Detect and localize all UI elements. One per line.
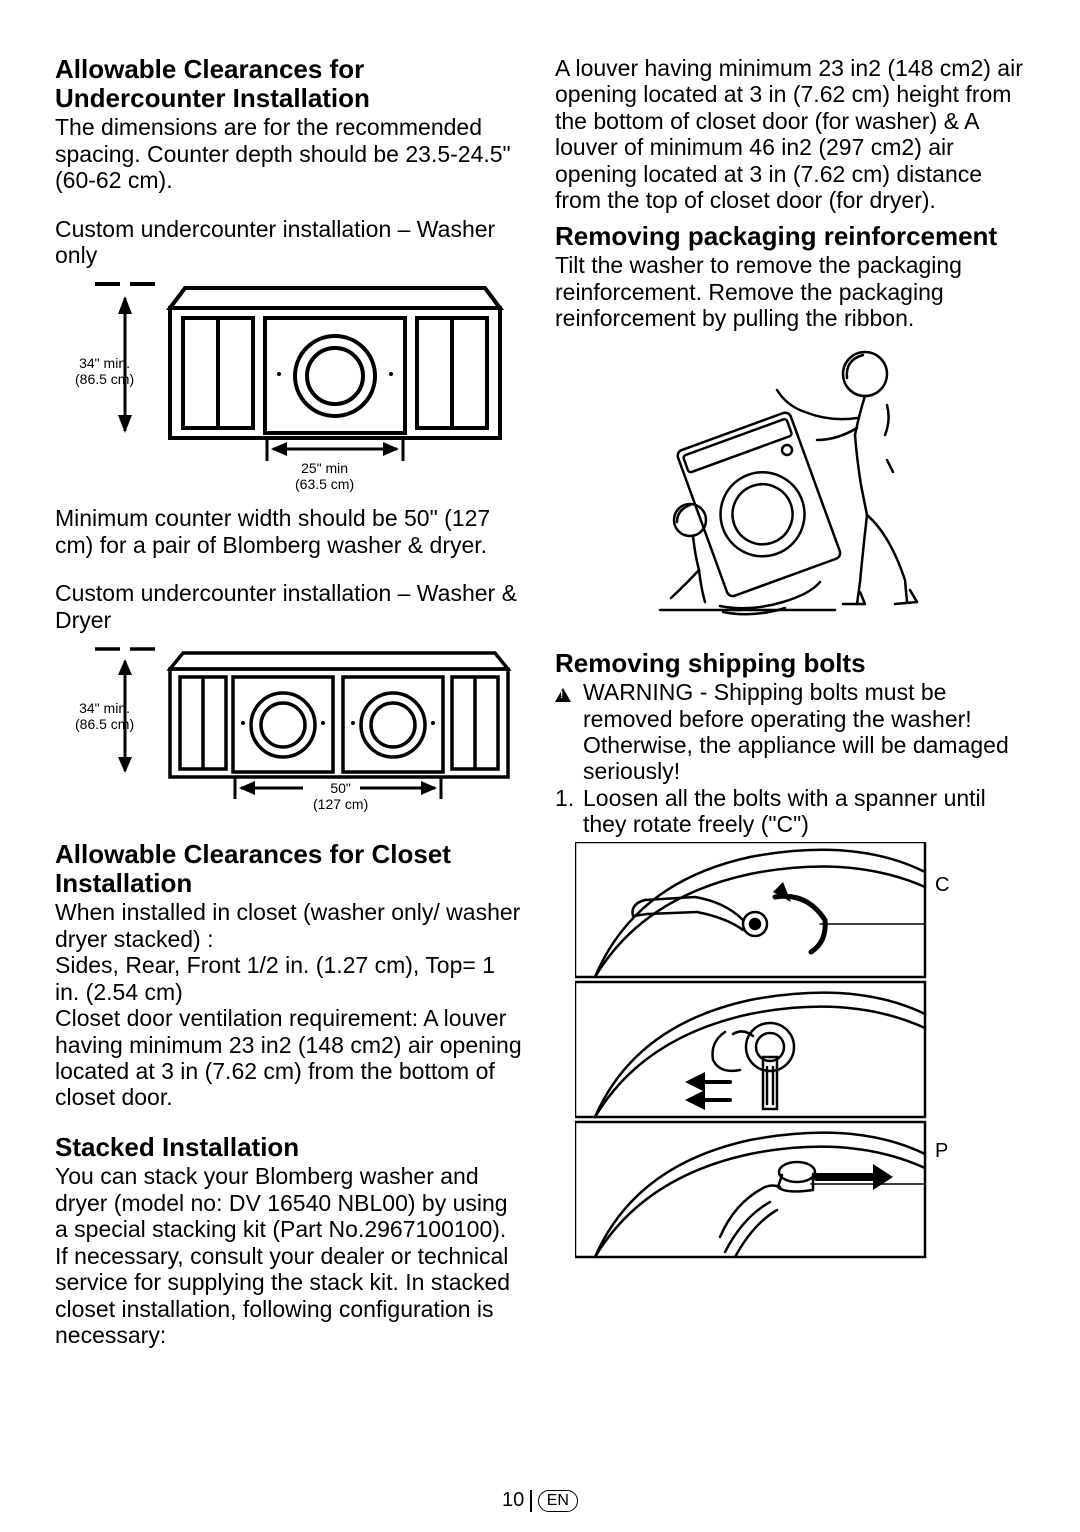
heading-stacked: Stacked Installation bbox=[55, 1133, 525, 1162]
bolt-panels: C P bbox=[575, 842, 1025, 1318]
page-footer: 10 EN bbox=[0, 1489, 1080, 1512]
para-louver: A louver having minimum 23 in2 (148 cm2)… bbox=[555, 55, 1025, 214]
warning-text: WARNING - Shipping bolts must be removed… bbox=[583, 679, 1025, 785]
label-c: C bbox=[935, 874, 1080, 897]
d2-width-label: 50" (127 cm) bbox=[313, 781, 368, 812]
page-number: 10 bbox=[502, 1489, 524, 1512]
diagram-undercounter-pair: 34" min. (86.5 cm) 50" (127 cm) bbox=[55, 641, 525, 836]
para-washer-only: Custom undercounter installation – Washe… bbox=[55, 216, 525, 269]
para-washer-dryer: Custom undercounter installation – Washe… bbox=[55, 580, 525, 633]
diagram-undercounter-single: 34" min. (86.5 cm) 25" min (63.5 cm) bbox=[55, 276, 525, 501]
label-p: P bbox=[935, 1140, 1080, 1163]
d1-width-label: 25" min (63.5 cm) bbox=[295, 461, 354, 492]
right-column: A louver having minimum 23 in2 (148 cm2)… bbox=[555, 55, 1025, 1348]
step-1: 1. Loosen all the bolts with a spanner u… bbox=[555, 785, 1025, 838]
para-packaging: Tilt the washer to remove the packaging … bbox=[555, 252, 1025, 331]
step-1-number: 1. bbox=[555, 785, 583, 838]
d1-height-label: 34" min. (86.5 cm) bbox=[75, 356, 134, 387]
para-stacked: You can stack your Blomberg washer and d… bbox=[55, 1163, 525, 1348]
page-lang: EN bbox=[538, 1490, 578, 1512]
left-column: Allowable Clearances for Undercounter In… bbox=[55, 55, 525, 1348]
step-1-text: Loosen all the bolts with a spanner unti… bbox=[583, 785, 1025, 838]
heading-packaging: Removing packaging reinforcement bbox=[555, 222, 1025, 251]
para-pair-width: Minimum counter width should be 50" (127… bbox=[55, 505, 525, 558]
heading-undercounter: Allowable Clearances for Undercounter In… bbox=[55, 55, 525, 112]
warning-item: WARNING - Shipping bolts must be removed… bbox=[555, 679, 1025, 785]
heading-closet: Allowable Clearances for Closet Installa… bbox=[55, 840, 525, 897]
heading-shipping-bolts: Removing shipping bolts bbox=[555, 649, 1025, 678]
para-dimensions: The dimensions are for the recommended s… bbox=[55, 114, 525, 193]
warning-icon bbox=[555, 688, 571, 702]
para-closet: When installed in closet (washer only/ w… bbox=[55, 899, 525, 1111]
d2-height-label: 34" min. (86.5 cm) bbox=[75, 701, 134, 732]
illustration-tilt bbox=[555, 340, 1025, 645]
